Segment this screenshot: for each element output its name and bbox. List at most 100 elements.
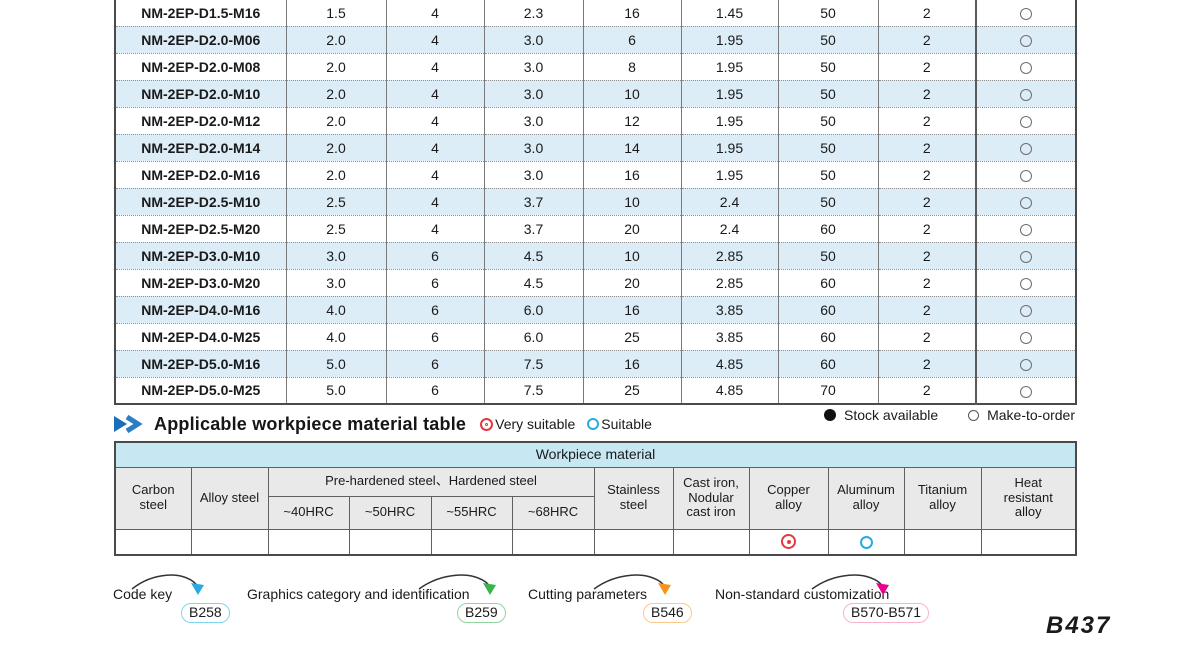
mark-cell (190, 528, 269, 556)
value-cell: 2.0 (286, 52, 387, 80)
value-cell: 3.7 (484, 214, 584, 242)
make-to-order-icon (1020, 61, 1032, 74)
marks-row (114, 528, 1077, 556)
value-cell: 2 (878, 214, 977, 242)
value-cell: 50 (778, 79, 879, 107)
value-cell: 4 (386, 133, 485, 161)
value-cell: 4 (386, 79, 485, 107)
table-row: NM-2EP-D2.5-M20 2.5 4 3.7 20 2.4 60 2 (115, 214, 1076, 242)
value-cell: 2.4 (681, 214, 779, 242)
value-cell: 4.0 (286, 322, 387, 350)
value-cell: 2.4 (681, 187, 779, 215)
table-row: NM-2EP-D1.5-M16 1.5 4 2.3 16 1.45 50 2 (115, 0, 1076, 26)
availability-cell (975, 106, 1076, 134)
value-cell: 1.95 (681, 52, 779, 80)
page-ref-b259: B259 (457, 603, 506, 623)
header-40hrc: ~40HRC (267, 495, 350, 530)
model-cell: NM-2EP-D2.0-M08 (115, 52, 287, 80)
model-cell: NM-2EP-D2.0-M14 (115, 133, 287, 161)
suitability-legend: Very suitable Suitable (480, 416, 664, 432)
model-cell: NM-2EP-D2.5-M20 (115, 214, 287, 242)
header-stainless-steel: Stainless steel (593, 466, 674, 530)
value-cell: 14 (583, 133, 682, 161)
value-cell: 6 (386, 349, 485, 377)
make-to-order-icon (1020, 331, 1032, 344)
value-cell: 2 (878, 376, 977, 404)
value-cell: 2 (878, 79, 977, 107)
suitable-icon (587, 418, 600, 430)
value-cell: 4 (386, 106, 485, 134)
footnote-code-key: Code key (113, 586, 173, 602)
value-cell: 25 (583, 322, 682, 350)
value-cell: 1.5 (286, 0, 387, 26)
availability-cell (975, 376, 1076, 404)
value-cell: 10 (583, 79, 682, 107)
value-cell: 2 (878, 349, 977, 377)
workpiece-caption: Workpiece material (114, 441, 1077, 468)
model-cell: NM-2EP-D5.0-M16 (115, 349, 287, 377)
value-cell: 10 (583, 241, 682, 269)
suitable-label: Suitable (601, 416, 652, 432)
make-to-order-icon (1020, 8, 1032, 21)
stock-available-icon (824, 409, 837, 421)
make-to-order-icon (1020, 88, 1032, 101)
model-cell: NM-2EP-D4.0-M16 (115, 295, 287, 323)
value-cell: 16 (583, 160, 682, 188)
availability-cell (975, 79, 1076, 107)
table-row: NM-2EP-D2.0-M08 2.0 4 3.0 8 1.95 50 2 (115, 52, 1076, 80)
value-cell: 50 (778, 133, 879, 161)
value-cell: 16 (583, 349, 682, 377)
value-cell: 2 (878, 187, 977, 215)
availability-cell (975, 187, 1076, 215)
availability-cell (975, 241, 1076, 269)
value-cell: 3.7 (484, 187, 584, 215)
header-heat-resistant-alloy: Heat resistant alloy (980, 466, 1077, 530)
model-cell: NM-2EP-D2.5-M10 (115, 187, 287, 215)
availability-cell (975, 52, 1076, 80)
mark-cell (903, 528, 982, 556)
value-cell: 2 (878, 295, 977, 323)
value-cell: 1.95 (681, 106, 779, 134)
value-cell: 2 (878, 241, 977, 269)
value-cell: 1.95 (681, 25, 779, 53)
availability-cell (975, 214, 1076, 242)
table-row: NM-2EP-D3.0-M20 3.0 6 4.5 20 2.85 60 2 (115, 268, 1076, 296)
header-hardened-steel-group: Pre-hardened steel、Hardened steel (267, 466, 595, 497)
value-cell: 3.85 (681, 322, 779, 350)
value-cell: 2 (878, 25, 977, 53)
value-cell: 1.95 (681, 133, 779, 161)
header-titanium-alloy: Titanium alloy (903, 466, 982, 530)
availability-cell (975, 133, 1076, 161)
mark-cell (593, 528, 674, 556)
stock-available-legend: Stock available (824, 407, 938, 423)
value-cell: 4.5 (484, 268, 584, 296)
value-cell: 6 (386, 376, 485, 404)
value-cell: 4 (386, 25, 485, 53)
make-to-order-icon (1020, 250, 1032, 263)
value-cell: 60 (778, 268, 879, 296)
footnote-non-standard: Non-standard customization (715, 586, 890, 602)
table-row: NM-2EP-D2.0-M16 2.0 4 3.0 16 1.95 50 2 (115, 160, 1076, 188)
make-to-order-icon (1020, 385, 1032, 398)
value-cell: 2 (878, 52, 977, 80)
table-row: NM-2EP-D3.0-M10 3.0 6 4.5 10 2.85 50 2 (115, 241, 1076, 269)
value-cell: 70 (778, 376, 879, 404)
arrow-to-b546-icon (593, 574, 671, 595)
spec-table: NM-2EP-D1.5-M16 1.5 4 2.3 16 1.45 50 2 NM-2EP-D2… (114, 0, 1077, 405)
model-cell: NM-2EP-D1.5-M16 (115, 0, 287, 26)
model-cell: NM-2EP-D2.0-M16 (115, 160, 287, 188)
table-row: NM-2EP-D5.0-M16 5.0 6 7.5 16 4.85 60 2 (115, 349, 1076, 377)
value-cell: 3.0 (484, 160, 584, 188)
value-cell: 3.0 (484, 106, 584, 134)
header-alloy-steel: Alloy steel (190, 466, 269, 530)
arrow-to-b570-icon (811, 574, 889, 595)
mark-cell (430, 528, 513, 556)
header-cast-iron: Cast iron, Nodular cast iron (672, 466, 750, 530)
very-suitable-icon (480, 417, 494, 431)
double-chevron-icon (114, 414, 143, 434)
table-row: NM-2EP-D2.5-M10 2.5 4 3.7 10 2.4 50 2 (115, 187, 1076, 215)
value-cell: 4.85 (681, 376, 779, 404)
table-row: NM-2EP-D4.0-M16 4.0 6 6.0 16 3.85 60 2 (115, 295, 1076, 323)
page-ref-b570-b571: B570-B571 (843, 603, 930, 623)
